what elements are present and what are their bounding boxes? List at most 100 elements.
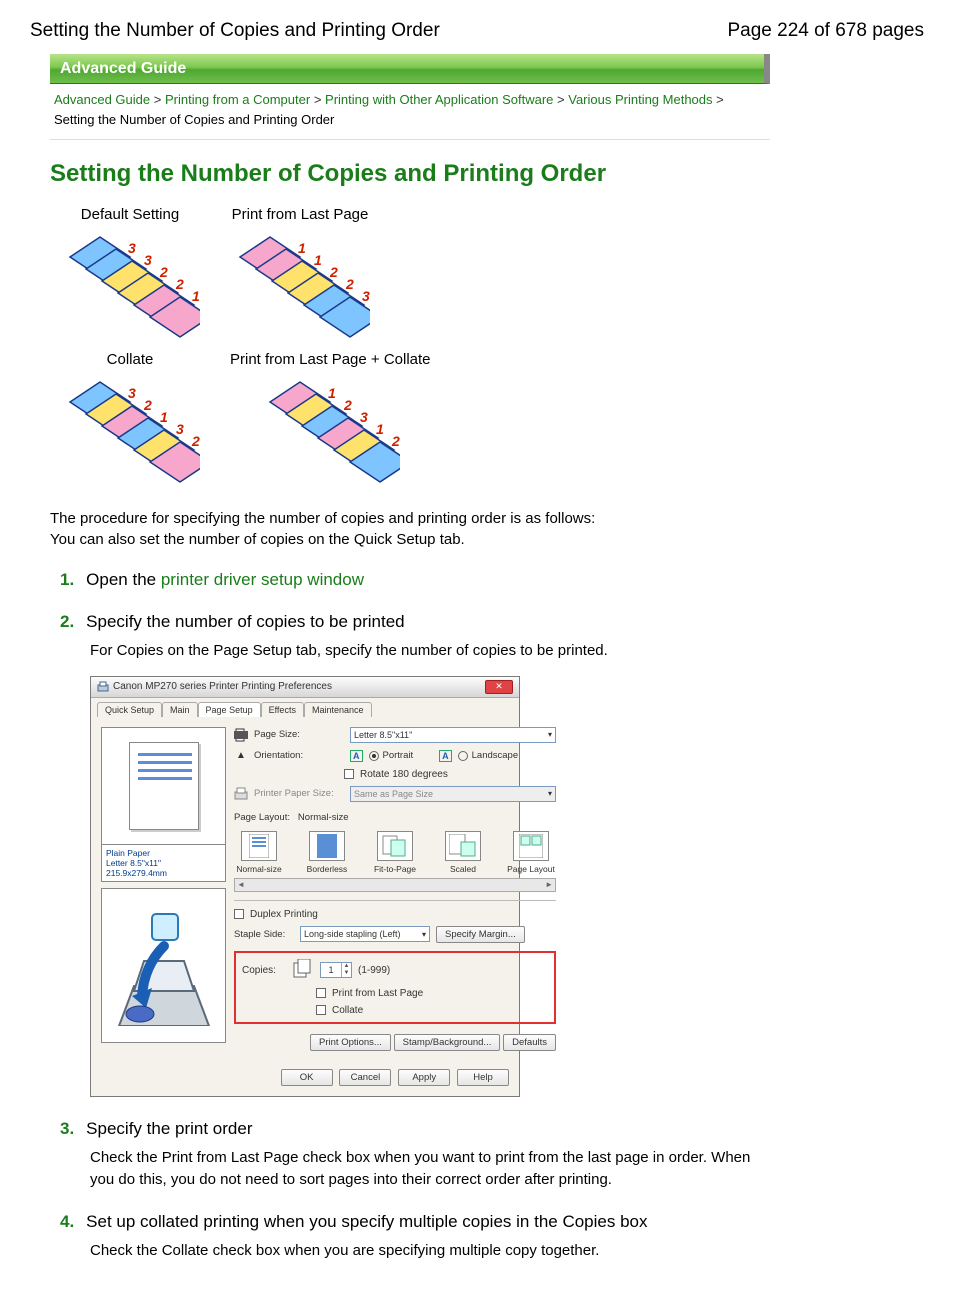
svg-text:3: 3	[144, 252, 152, 268]
print-pr--dialog: Canon MP270 series Printer Printing Pref…	[90, 676, 520, 1097]
intro-line-1: The procedure for specifying the number …	[50, 508, 770, 529]
dialog-tabs: Quick Setup Main Page Setup Effects Main…	[91, 698, 519, 717]
print-last-checkbox[interactable]	[316, 988, 326, 998]
layout-normal[interactable]: Normal-size	[234, 831, 284, 874]
page-indicator: Page 224 of 678 pages	[727, 20, 924, 42]
rotate-180-label: Rotate 180 degrees	[360, 769, 448, 780]
portrait-label: Portrait	[383, 750, 414, 761]
svg-text:1: 1	[314, 252, 322, 268]
copies-label: Copies:	[242, 965, 284, 976]
spinner-up-icon[interactable]: ▲	[342, 963, 351, 970]
tab-maintenance[interactable]: Maintenance	[304, 702, 372, 717]
svg-text:1: 1	[298, 240, 306, 256]
defaults-button[interactable]: Defaults	[503, 1034, 556, 1051]
stack-illustration: 332211	[60, 229, 200, 339]
chevron-down-icon: ▾	[548, 730, 552, 739]
orientation-label: Orientation:	[254, 750, 344, 761]
radio-portrait[interactable]: Portrait	[369, 750, 414, 761]
step-number: 3.	[60, 1119, 82, 1139]
collate-label: Collate	[332, 1005, 363, 1016]
copies-spinner[interactable]: 1▲▼	[320, 962, 352, 978]
staple-value: Long-side stapling (Left)	[304, 929, 401, 939]
step-1-pre: Open the	[86, 570, 161, 589]
chevron-down-icon: ▾	[548, 789, 552, 798]
tab-label: Effects	[269, 705, 296, 715]
collate-checkbox[interactable]	[316, 1005, 326, 1015]
illustration: Default Setting332211	[60, 206, 200, 343]
preview-media: Plain Paper	[106, 848, 221, 858]
page-layout-value: Normal-size	[298, 812, 349, 823]
svg-text:1: 1	[192, 288, 200, 304]
layout-borderless[interactable]: Borderless	[302, 831, 352, 874]
printer-driver-link[interactable]: printer driver setup window	[161, 570, 364, 589]
svg-text:1: 1	[376, 421, 384, 437]
layout-fit[interactable]: Fit-to-Page	[370, 831, 420, 874]
duplex-checkbox[interactable]	[234, 909, 244, 919]
radio-landscape[interactable]: Landscape	[458, 750, 518, 761]
preview-meta: Plain Paper Letter 8.5"x11" 215.9x279.4m…	[101, 845, 226, 883]
step-4-body: Check the Collate check box when you are…	[90, 1240, 770, 1262]
tab-quick-setup[interactable]: Quick Setup	[97, 702, 162, 717]
page-size-select[interactable]: Letter 8.5"x11"▾	[350, 727, 556, 743]
tab-effects[interactable]: Effects	[261, 702, 304, 717]
svg-text:1: 1	[160, 409, 168, 425]
specify-margin-button[interactable]: Specify Margin...	[436, 926, 525, 943]
close-icon[interactable]: ✕	[485, 680, 513, 694]
tab-label: Main	[170, 705, 190, 715]
crumb-sep: >	[154, 92, 162, 107]
tab-page-setup[interactable]: Page Setup	[198, 702, 261, 717]
svg-text:3: 3	[128, 240, 136, 256]
intro-text: The procedure for specifying the number …	[50, 508, 770, 550]
copies-range: (1-999)	[358, 965, 390, 976]
dialog-title: Canon MP270 series Printer Printing Pref…	[113, 681, 332, 692]
staple-label: Staple Side:	[234, 929, 294, 940]
apply-button[interactable]: Apply	[398, 1069, 450, 1086]
illustration-caption: Print from Last Page + Collate	[230, 351, 431, 368]
help-button[interactable]: Help	[457, 1069, 509, 1086]
layout-label: Normal-size	[236, 864, 281, 874]
step-3-title: Specify the print order	[86, 1119, 252, 1138]
layout-scrollbar[interactable]: ◄►	[234, 878, 556, 892]
landscape-a-icon: A	[439, 750, 452, 762]
svg-text:3: 3	[360, 409, 368, 425]
layout-scaled[interactable]: Scaled	[438, 831, 488, 874]
svg-text:2: 2	[345, 276, 354, 292]
illustration-caption: Collate	[60, 351, 200, 368]
spinner-down-icon[interactable]: ▼	[342, 970, 351, 977]
rotate-180-checkbox[interactable]	[344, 769, 354, 779]
svg-text:3: 3	[362, 288, 370, 304]
step-number: 2.	[60, 612, 82, 632]
crumb-sep: >	[557, 92, 565, 107]
svg-text:3: 3	[176, 421, 184, 437]
printer-paper-icon	[234, 787, 248, 801]
page-layout-label: Page Layout:	[234, 812, 290, 823]
print-options-button[interactable]: Print Options...	[310, 1034, 391, 1051]
duplex-label: Duplex Printing	[250, 909, 318, 920]
crumb-other-app[interactable]: Printing with Other Application Software	[325, 92, 553, 107]
stack-illustration: 321321	[60, 374, 200, 484]
copies-icon	[290, 959, 314, 982]
stamp-background-button[interactable]: Stamp/Background...	[394, 1034, 501, 1051]
svg-text:2: 2	[391, 433, 400, 449]
step-number: 4.	[60, 1212, 82, 1232]
doc-header-title: Setting the Number of Copies and Printin…	[30, 20, 440, 42]
chevron-down-icon: ▾	[422, 930, 426, 939]
breadcrumb: Advanced Guide > Printing from a Compute…	[50, 84, 770, 140]
ok-button[interactable]: OK	[281, 1069, 333, 1086]
crumb-printing-computer[interactable]: Printing from a Computer	[165, 92, 310, 107]
cancel-button[interactable]: Cancel	[339, 1069, 391, 1086]
printer-paper-select: Same as Page Size▾	[350, 786, 556, 802]
illustration-caption: Print from Last Page	[230, 206, 370, 223]
preview-size: Letter 8.5"x11" 215.9x279.4mm	[106, 858, 221, 878]
layout-options: Normal-size Borderless Fit-to-Page Scale…	[234, 831, 556, 874]
crumb-various-methods[interactable]: Various Printing Methods	[568, 92, 712, 107]
layout-page-layout[interactable]: Page Layout	[506, 831, 556, 874]
tab-label: Quick Setup	[105, 705, 154, 715]
tab-main[interactable]: Main	[162, 702, 198, 717]
step-2-title: Specify the number of copies to be print…	[86, 612, 404, 631]
dialog-printer-icon: Canon MP270 series Printer Printing Pref…	[97, 681, 332, 693]
svg-text:2: 2	[159, 264, 168, 280]
staple-select[interactable]: Long-side stapling (Left) ▾	[300, 926, 430, 942]
svg-text:2: 2	[329, 264, 338, 280]
crumb-advanced-guide[interactable]: Advanced Guide	[54, 92, 150, 107]
